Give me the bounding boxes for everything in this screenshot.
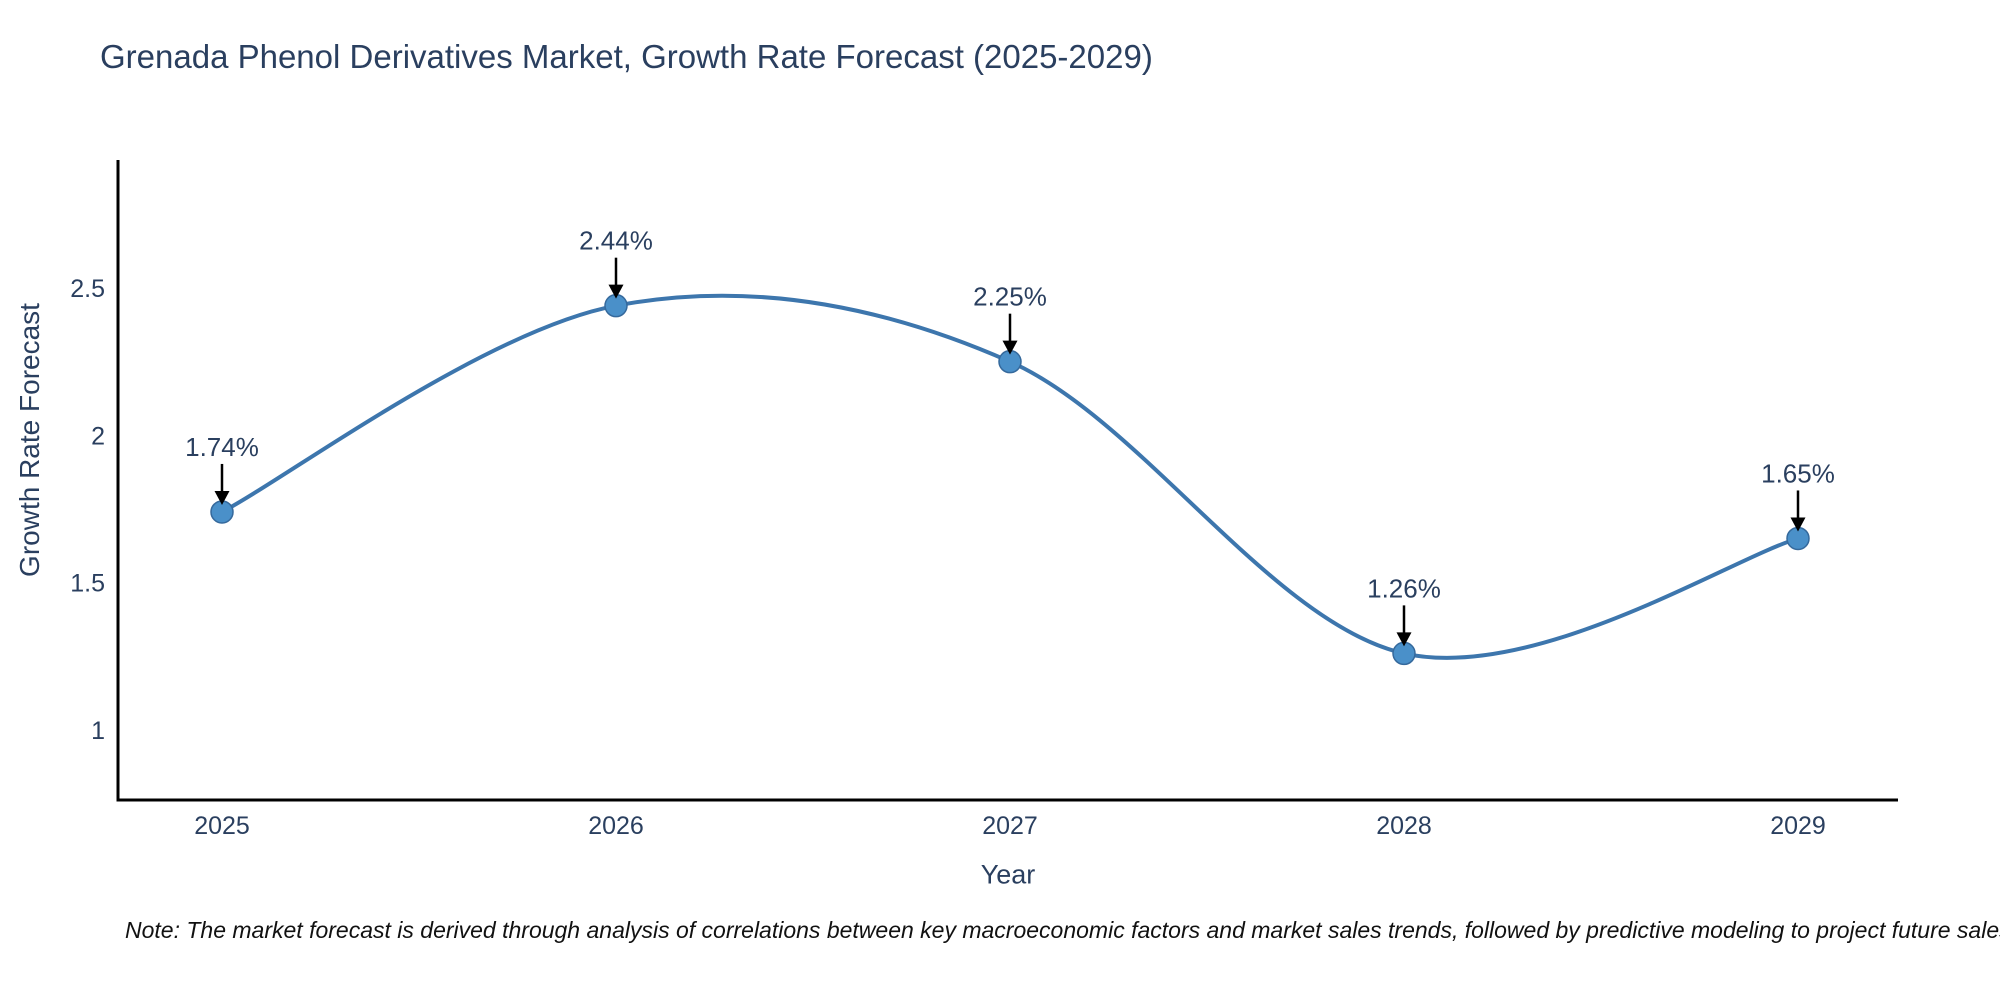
annotation-arrow-head-icon xyxy=(1002,340,1018,355)
chart-title: Grenada Phenol Derivatives Market, Growt… xyxy=(100,38,1153,75)
y-tick-label: 1 xyxy=(91,717,105,745)
x-tick-label: 2026 xyxy=(588,812,644,840)
x-tick-label: 2028 xyxy=(1376,812,1432,840)
data-point-label: 1.74% xyxy=(185,432,259,462)
annotation-arrow-head-icon xyxy=(1790,517,1806,532)
y-tick-label: 2 xyxy=(91,422,105,450)
data-point-label: 2.44% xyxy=(579,226,653,256)
annotation-arrow-head-icon xyxy=(1396,632,1412,647)
y-tick-label: 2.5 xyxy=(70,275,105,303)
x-tick-label: 2025 xyxy=(194,812,250,840)
data-point-label: 2.25% xyxy=(973,282,1047,312)
data-point-label: 1.65% xyxy=(1761,458,1835,488)
x-axis-title: Year xyxy=(980,859,1036,890)
annotation-arrow-head-icon xyxy=(608,284,624,299)
data-point-label: 1.26% xyxy=(1367,573,1441,603)
x-tick-label: 2029 xyxy=(1770,812,1826,840)
x-tick-label: 2027 xyxy=(982,812,1038,840)
footnote: Note: The market forecast is derived thr… xyxy=(125,917,2000,943)
y-tick-label: 1.5 xyxy=(70,570,105,598)
annotation-arrow-head-icon xyxy=(214,490,230,505)
